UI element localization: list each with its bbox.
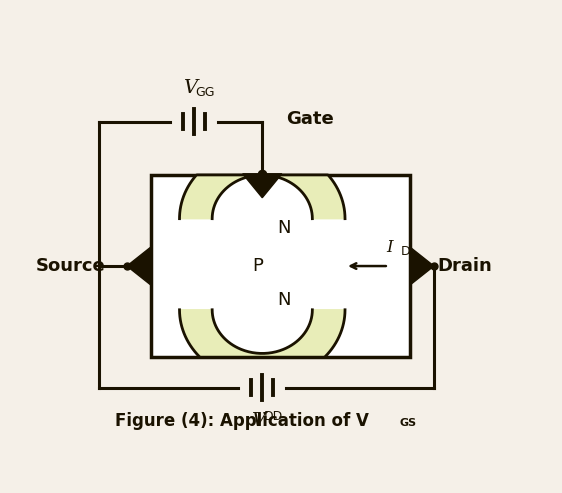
Text: Source: Source (35, 257, 105, 275)
Text: DD: DD (264, 410, 283, 423)
Polygon shape (179, 175, 345, 219)
Text: GG: GG (196, 86, 215, 99)
Bar (151, 175, 410, 357)
Text: D: D (401, 245, 410, 258)
Text: N: N (277, 219, 291, 237)
Text: I: I (387, 239, 393, 256)
Text: Drain: Drain (437, 257, 492, 275)
Text: P: P (252, 257, 264, 275)
Text: GS: GS (400, 418, 417, 428)
Polygon shape (127, 247, 151, 285)
Polygon shape (179, 310, 345, 357)
Text: N: N (277, 291, 291, 309)
Polygon shape (243, 174, 282, 198)
Text: V: V (251, 412, 265, 430)
Polygon shape (410, 247, 434, 285)
Text: Figure (4): Application of V: Figure (4): Application of V (115, 413, 369, 430)
Text: V: V (183, 79, 197, 97)
Text: Gate: Gate (286, 110, 334, 128)
